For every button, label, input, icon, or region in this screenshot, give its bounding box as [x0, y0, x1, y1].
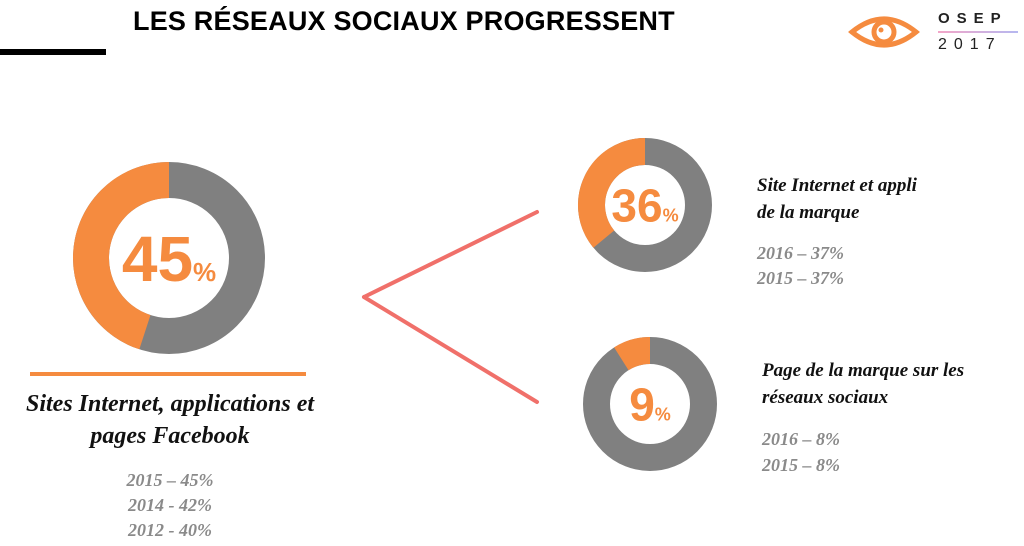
site-label-line1: Site Internet et appli — [757, 175, 917, 196]
social-label-line2: réseaux sociaux — [762, 387, 889, 408]
eye-icon — [848, 16, 920, 48]
page-title: LES RÉSEAUX SOCIAUX PROGRESSENT — [133, 6, 675, 36]
donut-value-slice — [578, 138, 646, 248]
title-underline — [0, 49, 106, 55]
connector-lower — [362, 295, 539, 404]
main-history-1: 2015 – 45% — [126, 470, 214, 490]
main-label-line2: pages Facebook — [90, 423, 250, 449]
donut-value-slice — [614, 337, 651, 371]
logo-name: OSEP — [938, 10, 1008, 27]
main-label-line1: Sites Internet, applications et — [25, 391, 315, 417]
site-history-1: 2016 – 37% — [757, 243, 844, 263]
donut-value-slice — [73, 162, 170, 350]
osep-logo: OSEP 2017 — [848, 8, 1018, 58]
donut-value-label: 45% — [122, 223, 216, 295]
main-history-2: 2014 - 42% — [128, 495, 212, 515]
social-history-2: 2015 – 8% — [762, 455, 840, 475]
donut-chart-social: 9% — [583, 337, 717, 471]
donut-value-label: 36% — [611, 180, 678, 232]
connector-upper — [362, 210, 539, 299]
logo-divider — [938, 31, 1018, 33]
main-underline — [30, 372, 306, 376]
social-label-line1: Page de la marque sur les — [762, 360, 965, 381]
donut-chart-site: 36% — [578, 138, 712, 272]
logo-year: 2017 — [938, 36, 1002, 53]
donut-value-label: 9% — [629, 379, 671, 431]
social-history-1: 2016 – 8% — [762, 429, 840, 449]
main-history-3: 2012 - 40% — [128, 520, 212, 540]
site-history-2: 2015 – 37% — [757, 268, 844, 288]
site-label-line2: de la marque — [757, 202, 860, 223]
donut-chart-main: 45% — [73, 162, 265, 354]
